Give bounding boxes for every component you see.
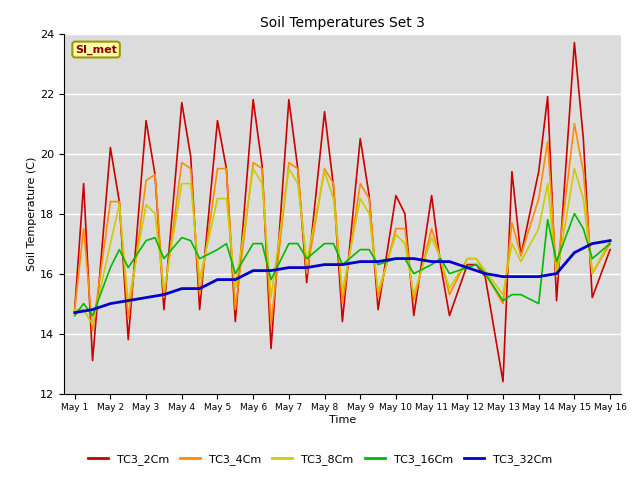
Legend: TC3_2Cm, TC3_4Cm, TC3_8Cm, TC3_16Cm, TC3_32Cm: TC3_2Cm, TC3_4Cm, TC3_8Cm, TC3_16Cm, TC3… xyxy=(84,450,556,469)
Text: SI_met: SI_met xyxy=(75,44,117,55)
Title: Soil Temperatures Set 3: Soil Temperatures Set 3 xyxy=(260,16,425,30)
X-axis label: Time: Time xyxy=(329,415,356,425)
Y-axis label: Soil Temperature (C): Soil Temperature (C) xyxy=(28,156,37,271)
